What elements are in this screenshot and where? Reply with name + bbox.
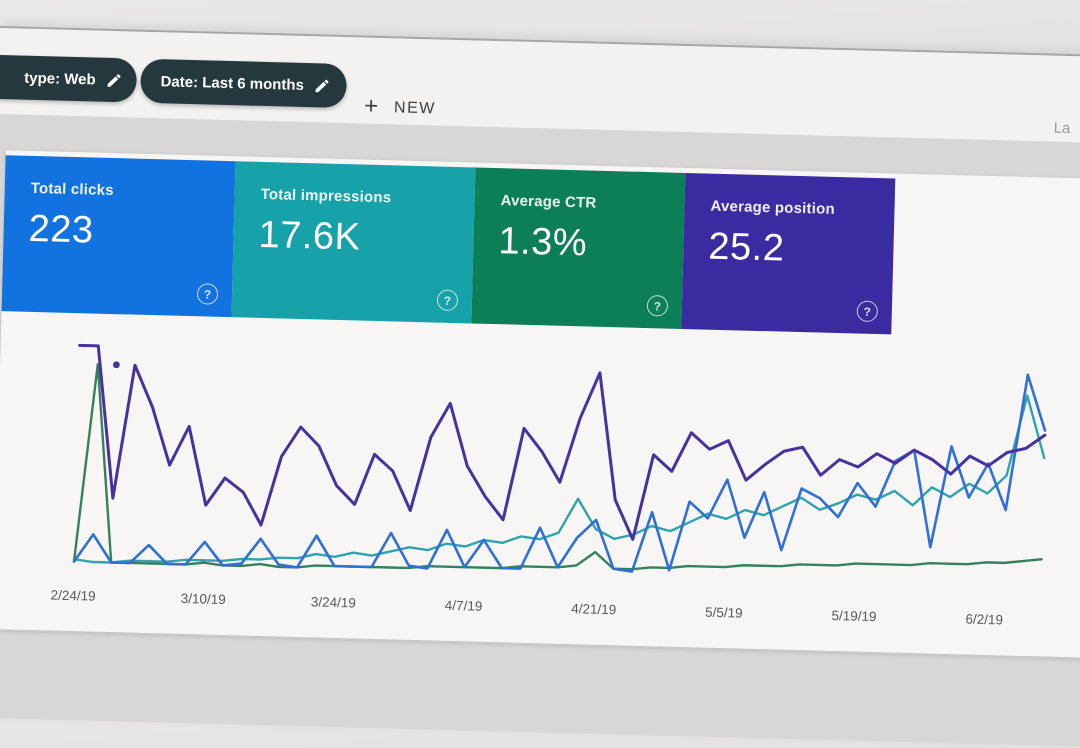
x-axis-label: 4/7/19 bbox=[445, 598, 483, 614]
filter-chip-date[interactable]: Date: Last 6 months bbox=[140, 58, 348, 109]
new-filter-label: NEW bbox=[393, 99, 437, 118]
plus-icon: + bbox=[363, 92, 379, 120]
metric-label: Total impressions bbox=[260, 185, 392, 207]
series-line-impressions bbox=[72, 394, 1046, 564]
x-axis-label: 3/10/19 bbox=[181, 591, 226, 607]
x-axis-label: 6/2/19 bbox=[965, 611, 1003, 627]
filter-toolbar: type: Web Date: Last 6 months + NEW La bbox=[0, 27, 1080, 145]
help-icon[interactable]: ? bbox=[646, 295, 669, 317]
series-point-position bbox=[112, 361, 120, 369]
metric-label: Average position bbox=[710, 197, 836, 218]
x-axis-label: 2/24/19 bbox=[50, 588, 95, 604]
metric-value: 17.6K bbox=[258, 213, 361, 259]
x-axis-label: 3/24/19 bbox=[311, 594, 356, 610]
metric-card-average-position[interactable]: Average position 25.2 ? bbox=[681, 172, 896, 335]
filter-chip-date-label: Date: Last 6 months bbox=[160, 72, 305, 94]
filter-chip-search-type-label: type: Web bbox=[24, 69, 96, 89]
x-axis-label: 4/21/19 bbox=[571, 601, 616, 617]
new-filter-button[interactable]: + NEW bbox=[363, 92, 437, 122]
monitor-screen: type: Web Date: Last 6 months + NEW La T… bbox=[0, 26, 1080, 748]
edit-pencil-icon[interactable] bbox=[105, 71, 122, 88]
metric-value: 25.2 bbox=[707, 225, 785, 270]
metric-card-total-clicks[interactable]: Total clicks 223 ? bbox=[1, 155, 236, 318]
filter-chip-search-type[interactable]: type: Web bbox=[0, 53, 138, 103]
help-icon[interactable]: ? bbox=[436, 289, 459, 312]
edit-pencil-icon[interactable] bbox=[314, 77, 331, 94]
last-updated-partial-text: La bbox=[1053, 119, 1071, 138]
series-line-ctr bbox=[72, 363, 1043, 571]
metric-value: 1.3% bbox=[497, 220, 588, 265]
performance-panel: Total clicks 223 ? Total impressions 17.… bbox=[0, 150, 1080, 660]
x-axis-label: 5/5/19 bbox=[705, 605, 743, 621]
performance-chart: 2/24/19 3/10/19 3/24/19 4/7/19 4/21/19 5/5/19… bbox=[50, 343, 1047, 627]
performance-page: Total clicks 223 ? Total impressions 17.… bbox=[0, 114, 1080, 660]
metric-label: Total clicks bbox=[30, 179, 114, 200]
metric-card-total-impressions[interactable]: Total impressions 17.6K ? bbox=[231, 161, 476, 324]
performance-chart-area: 2/24/19 3/10/19 3/24/19 4/7/19 4/21/19 5/5/19… bbox=[38, 327, 1076, 654]
series-line-clicks bbox=[72, 373, 1047, 573]
x-axis-label: 5/19/19 bbox=[831, 608, 876, 624]
metric-card-average-ctr[interactable]: Average CTR 1.3% ? bbox=[471, 167, 686, 329]
help-icon[interactable]: ? bbox=[196, 283, 219, 305]
metric-value: 223 bbox=[28, 207, 95, 252]
metric-label: Average CTR bbox=[500, 192, 597, 212]
help-icon[interactable]: ? bbox=[856, 300, 879, 323]
metric-cards-row: Total clicks 223 ? Total impressions 17.… bbox=[1, 155, 896, 335]
series-line-position bbox=[78, 343, 1047, 541]
